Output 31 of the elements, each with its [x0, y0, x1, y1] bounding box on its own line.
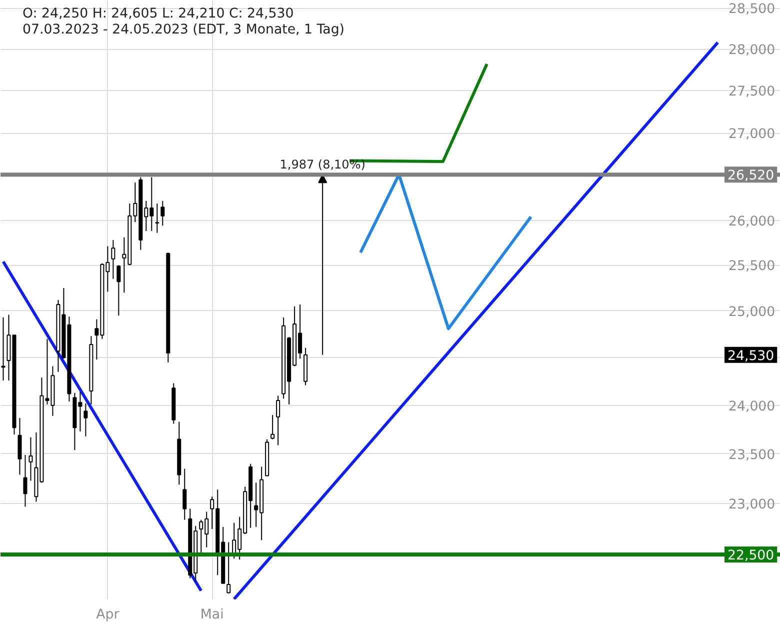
y-tick-label: 27,500: [728, 84, 776, 100]
ref-line-label: 26,520: [728, 168, 774, 184]
y-tick-label: 24,000: [728, 399, 776, 414]
annotation: 1,987 (8,10%): [280, 158, 366, 172]
candlestick: [84, 402, 88, 437]
x-tick-label: Mai: [200, 608, 224, 622]
candlestick: [18, 417, 22, 476]
candlestick: [155, 203, 160, 234]
candlestick: [111, 239, 116, 280]
candlestick: [23, 454, 28, 508]
y-tick-label: 25,500: [728, 259, 776, 274]
candlestick: [116, 264, 121, 316]
ref-line-label: 22,500: [728, 548, 774, 564]
candlestick: [270, 414, 275, 440]
y-tick-label: 28,500: [728, 2, 776, 18]
candlestick: [28, 436, 33, 482]
candlestick: [276, 395, 280, 446]
y-tick-label: 25,000: [728, 305, 776, 320]
candlestick: [226, 542, 231, 594]
candlestick: [182, 468, 187, 520]
y-tick-label: 27,000: [728, 127, 776, 142]
x-tick-label: Apr: [96, 608, 120, 622]
text: 24,530: [728, 348, 774, 364]
chart-title: O: 24,250 H: 24,605 L: 24,210 C: 24,530: [22, 6, 294, 22]
text: 07.03.2023 - 24.05.2023 (EDT, 3 Monate, 1 Tag): [22, 22, 345, 38]
candlestick: [160, 200, 165, 226]
candlestick: [1, 316, 6, 381]
y-tick-label: 26,000: [728, 214, 776, 230]
y-tick-label: 23,000: [728, 498, 776, 513]
y-tick-label: 23,500: [728, 448, 776, 463]
y-tick-label: 28,000: [728, 43, 776, 58]
